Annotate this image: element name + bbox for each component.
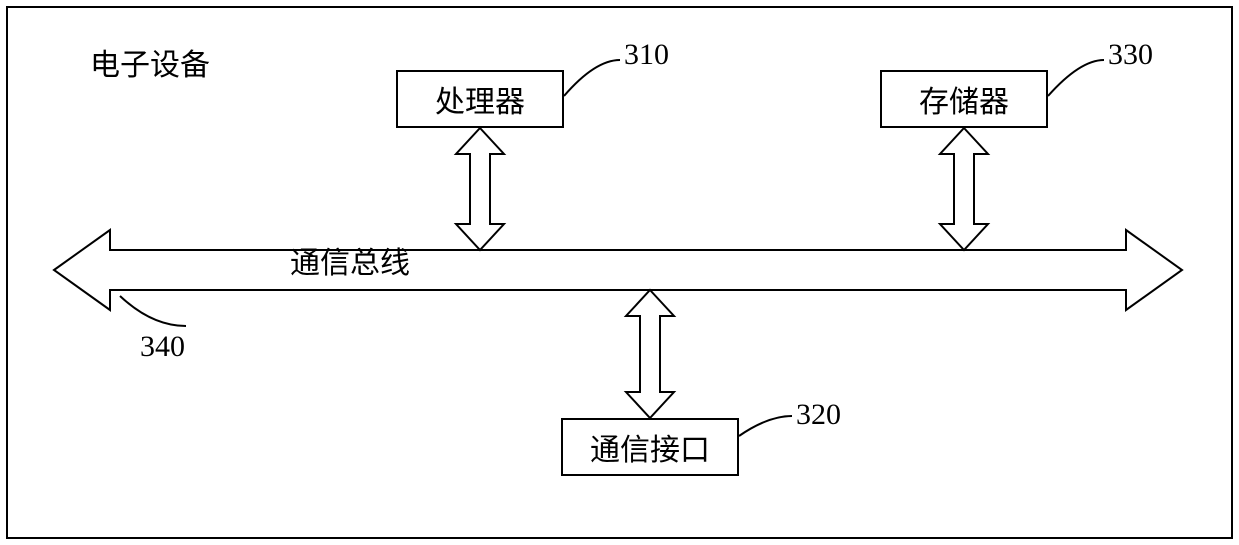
diagram-canvas: 电子设备 通信总线 处理器 存储器 通信接口 310 330 320 340 — [0, 0, 1239, 545]
leader-340 — [0, 0, 1239, 545]
